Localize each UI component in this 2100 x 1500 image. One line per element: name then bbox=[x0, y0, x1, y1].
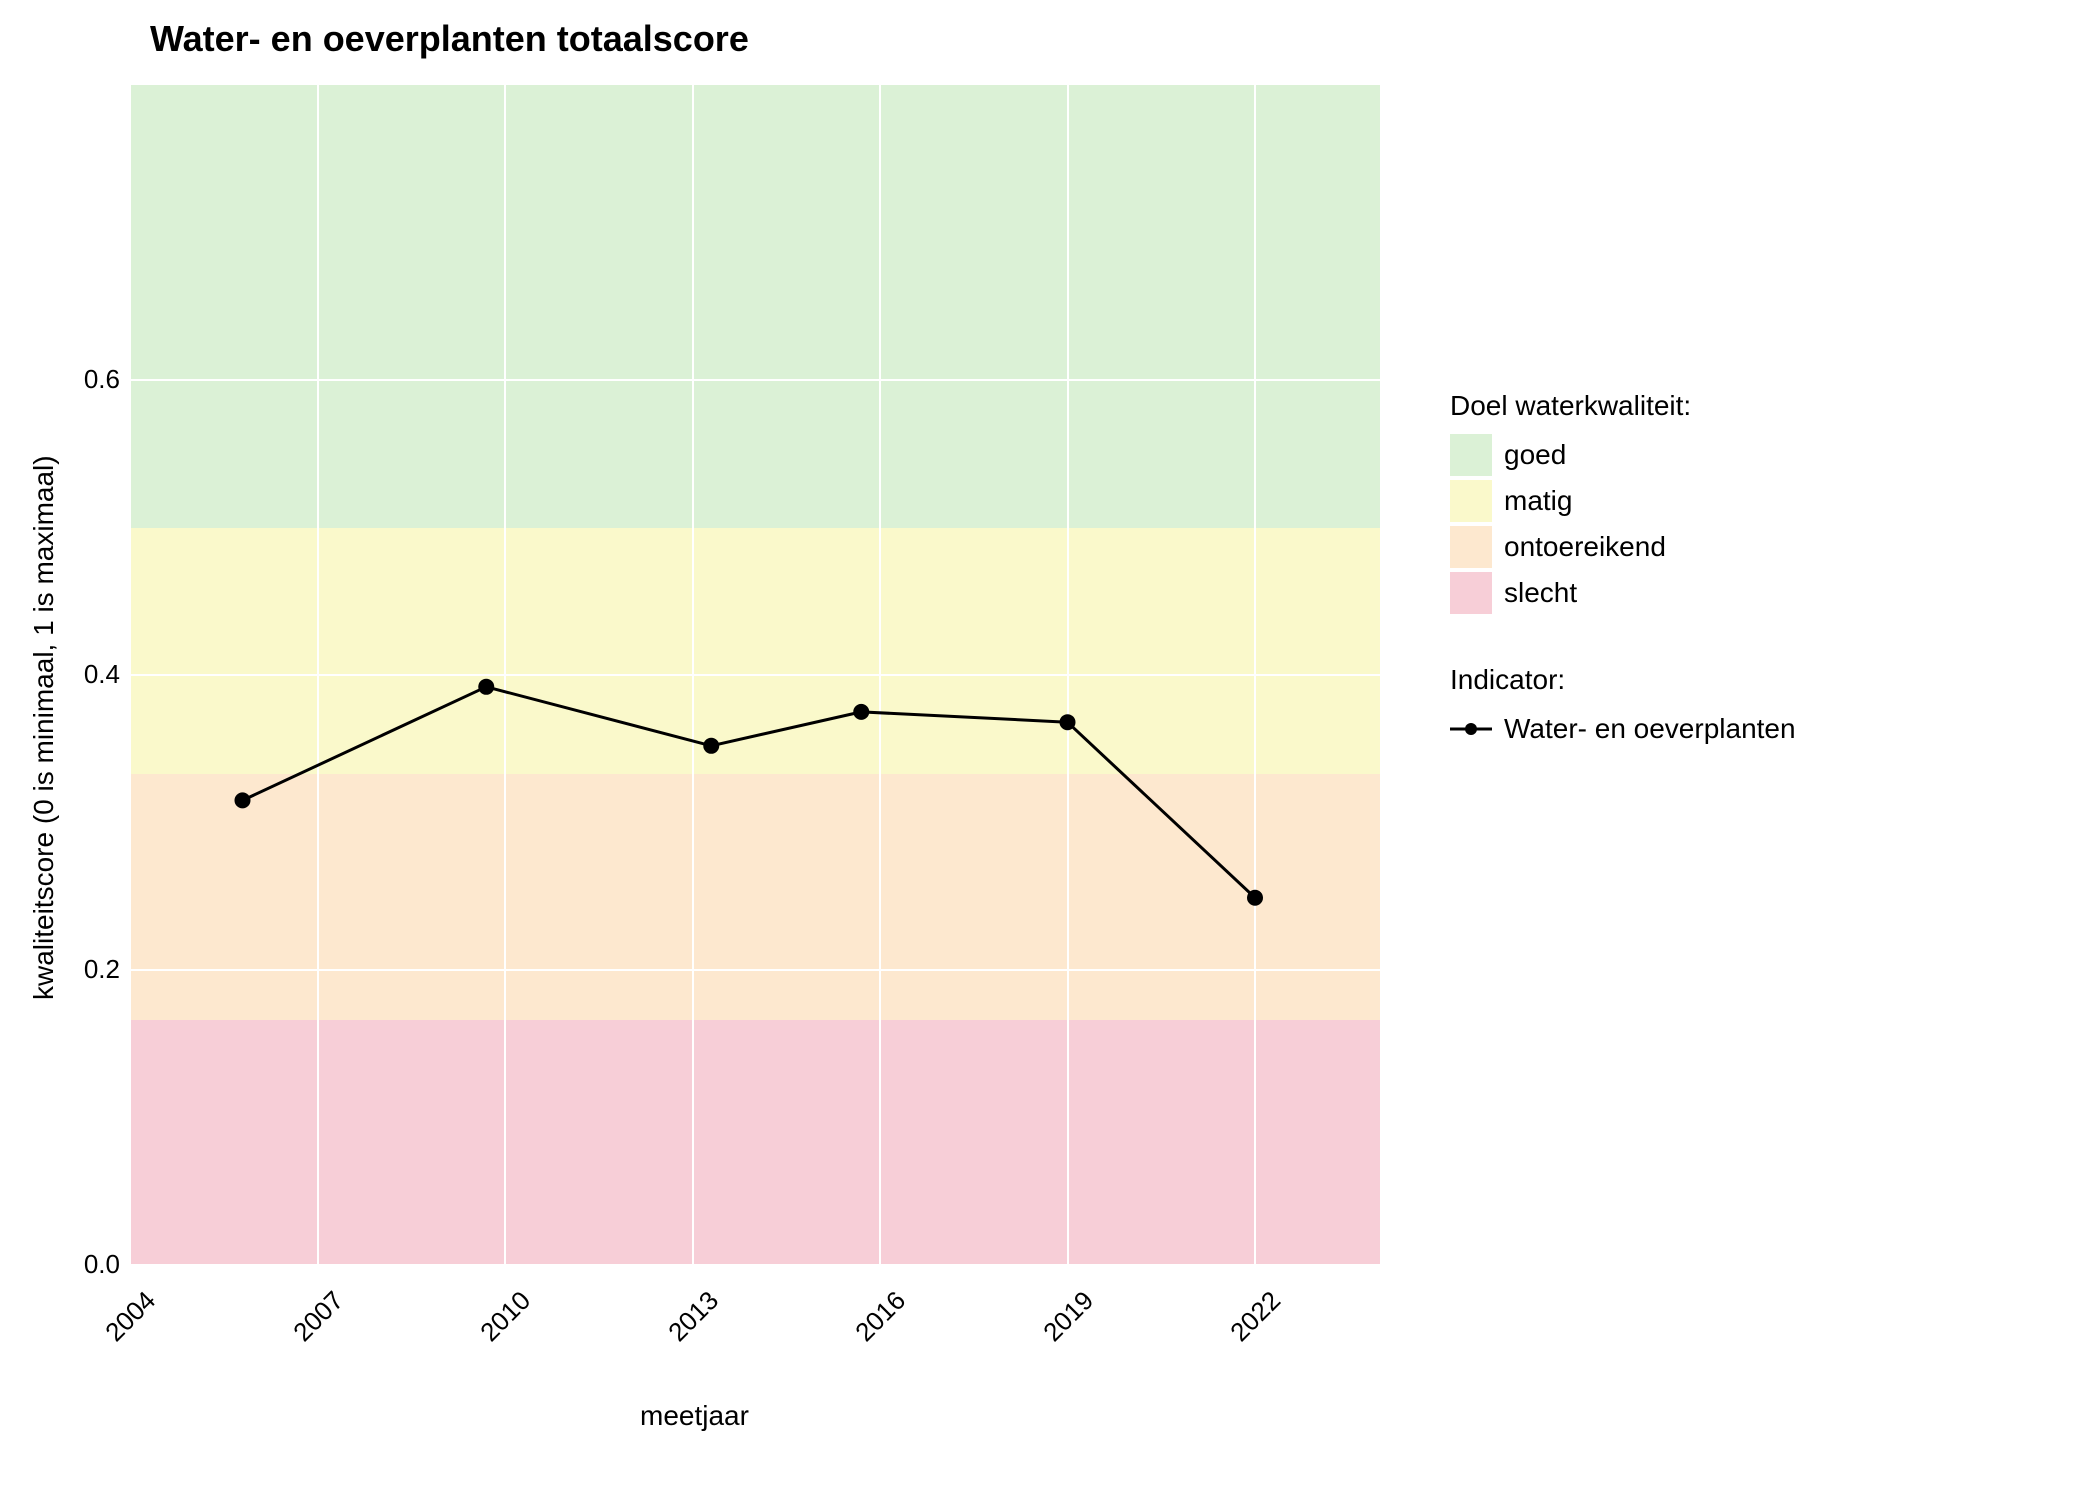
legend-swatch bbox=[1450, 434, 1492, 476]
y-axis-label: kwaliteitscore (0 is minimaal, 1 is maxi… bbox=[28, 455, 60, 1000]
chart-title: Water- en oeverplanten totaalscore bbox=[150, 18, 749, 60]
series-point bbox=[1247, 890, 1263, 906]
series-point bbox=[235, 792, 251, 808]
legend-indicator-swatch bbox=[1450, 708, 1492, 750]
y-tick-label: 0.0 bbox=[84, 1249, 120, 1280]
series-point bbox=[703, 738, 719, 754]
legend-quality-items: goed matig ontoereikend slecht bbox=[1450, 434, 1796, 614]
x-tick-label: 2007 bbox=[278, 1285, 349, 1356]
legend-quality-label: slecht bbox=[1504, 577, 1577, 609]
x-tick-label: 2004 bbox=[91, 1285, 162, 1356]
legend-swatch bbox=[1450, 526, 1492, 568]
x-axis-label: meetjaar bbox=[640, 1400, 749, 1432]
x-tick-label: 2019 bbox=[1028, 1285, 1099, 1356]
series-point bbox=[1060, 714, 1076, 730]
plot-area bbox=[130, 85, 1380, 1265]
legend-indicator-row: Water- en oeverplanten bbox=[1450, 708, 1796, 750]
legend-quality-row: ontoereikend bbox=[1450, 526, 1796, 568]
x-tick-label: 2010 bbox=[466, 1285, 537, 1356]
y-tick-label: 0.2 bbox=[84, 954, 120, 985]
legend-quality-title: Doel waterkwaliteit: bbox=[1450, 390, 1796, 422]
series-point bbox=[853, 704, 869, 720]
y-tick-label: 0.4 bbox=[84, 659, 120, 690]
series-svg bbox=[130, 85, 1380, 1265]
legend: Doel waterkwaliteit: goed matig ontoereike… bbox=[1450, 390, 1796, 754]
x-tick-label: 2013 bbox=[653, 1285, 724, 1356]
legend-swatch bbox=[1450, 572, 1492, 614]
legend-quality-row: goed bbox=[1450, 434, 1796, 476]
legend-indicator-title: Indicator: bbox=[1450, 664, 1796, 696]
legend-swatch bbox=[1450, 480, 1492, 522]
legend-quality-label: matig bbox=[1504, 485, 1572, 517]
series-point bbox=[478, 679, 494, 695]
x-tick-label: 2022 bbox=[1216, 1285, 1287, 1356]
legend-quality-row: slecht bbox=[1450, 572, 1796, 614]
x-tick-label: 2016 bbox=[841, 1285, 912, 1356]
legend-quality-label: ontoereikend bbox=[1504, 531, 1666, 563]
y-tick-label: 0.6 bbox=[84, 364, 120, 395]
legend-quality-row: matig bbox=[1450, 480, 1796, 522]
chart-container: Water- en oeverplanten totaalscore kwali… bbox=[0, 0, 2100, 1500]
legend-quality-label: goed bbox=[1504, 439, 1566, 471]
legend-indicator-label: Water- en oeverplanten bbox=[1504, 713, 1796, 745]
series-line bbox=[243, 687, 1256, 898]
